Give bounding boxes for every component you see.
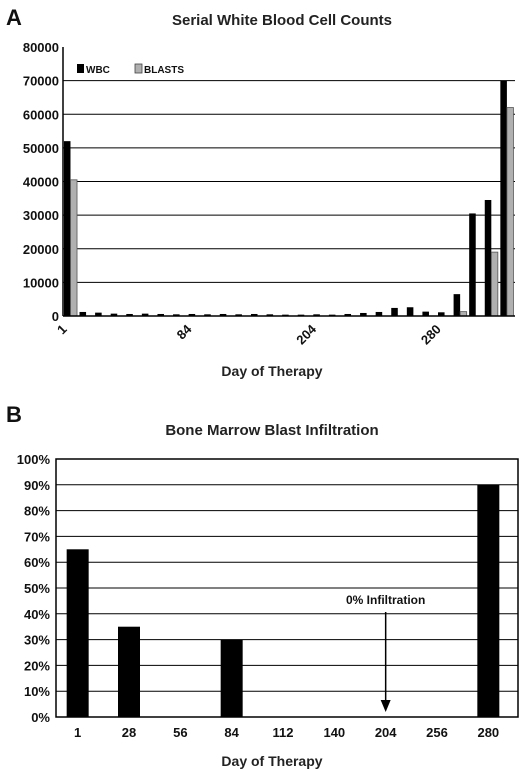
infiltration-bar	[477, 484, 500, 717]
panel-letter-b: B	[6, 402, 22, 427]
a-ytick-label: 80000	[23, 40, 59, 55]
legend-label-blasts: BLASTS	[144, 65, 184, 76]
panel-letter-a: A	[6, 5, 22, 30]
chart-a-xlabel: Day of Therapy	[221, 363, 322, 379]
chart-b-title: Bone Marrow Blast Infiltration	[165, 422, 378, 439]
b-xtick-label: 84	[224, 725, 239, 740]
a-xtick-label: 84	[174, 321, 195, 342]
b-ytick-label: 100%	[17, 452, 51, 467]
b-ytick-label: 60%	[24, 555, 50, 570]
infiltration-bar	[220, 639, 243, 717]
wbc-bar	[95, 312, 102, 316]
a-ytick-label: 50000	[23, 141, 59, 156]
b-xtick-label: 204	[375, 725, 397, 740]
a-ytick-label: 70000	[23, 74, 59, 89]
a-ytick-label: 60000	[23, 107, 59, 122]
legend-swatch-blasts	[134, 63, 143, 74]
chart-b-xlabel: Day of Therapy	[221, 753, 322, 769]
b-ytick-label: 0%	[31, 710, 50, 725]
blasts-bar	[70, 179, 78, 317]
a-ytick-label: 30000	[23, 208, 59, 223]
legend-swatch-wbc	[77, 64, 84, 73]
wbc-bar	[219, 313, 227, 316]
wbc-bar	[157, 313, 164, 316]
wbc-bar	[110, 313, 118, 316]
wbc-bar	[406, 307, 414, 316]
b-ytick-label: 50%	[24, 581, 50, 596]
a-xtick-label: 1	[54, 322, 70, 338]
b-ytick-label: 20%	[24, 658, 50, 673]
annotation-text: 0% Infiltration	[346, 593, 425, 607]
b-ytick-label: 40%	[24, 607, 50, 622]
b-ytick-label: 80%	[24, 504, 50, 519]
b-xtick-label: 28	[122, 725, 136, 740]
a-xtick-label: 280	[418, 322, 444, 348]
wbc-bar	[391, 307, 398, 316]
wbc-bar	[422, 311, 429, 316]
wbc-bar	[500, 80, 507, 316]
a-ytick-label: 20000	[23, 242, 59, 257]
wbc-bar	[204, 314, 211, 316]
b-xtick-label: 140	[323, 725, 345, 740]
b-xtick-label: 56	[173, 725, 187, 740]
wbc-bar	[313, 314, 320, 316]
wbc-bar	[141, 313, 149, 316]
infiltration-bar	[118, 626, 140, 717]
b-xtick-label: 112	[273, 725, 294, 740]
wbc-bar	[250, 313, 258, 316]
b-ytick-label: 30%	[24, 633, 50, 648]
wbc-bar	[266, 314, 274, 316]
chart-a-title: Serial White Blood Cell Counts	[172, 12, 392, 29]
wbc-bar	[173, 314, 180, 316]
a-xtick-label: 204	[293, 321, 319, 347]
wbc-bar	[126, 313, 133, 316]
infiltration-bar	[66, 549, 89, 717]
wbc-bar	[63, 141, 71, 316]
wbc-bar	[438, 312, 445, 316]
legend-label-wbc: WBC	[86, 65, 110, 76]
b-xtick-label: 256	[426, 725, 448, 740]
wbc-bar	[469, 213, 476, 316]
b-ytick-label: 10%	[24, 684, 50, 699]
blasts-bar	[490, 251, 499, 317]
wbc-bar	[79, 311, 87, 316]
wbc-bar	[235, 314, 242, 316]
a-ytick-label: 0	[52, 309, 59, 324]
b-xtick-label: 280	[477, 725, 499, 740]
wbc-bar	[375, 311, 383, 316]
wbc-bar	[453, 294, 461, 316]
b-plot-frame	[55, 458, 519, 718]
b-xtick-label: 1	[74, 725, 81, 740]
b-ytick-label: 90%	[24, 478, 50, 493]
a-ytick-label: 40000	[23, 175, 59, 190]
wbc-bar	[484, 199, 492, 316]
b-ytick-label: 70%	[24, 529, 50, 544]
a-ytick-label: 10000	[23, 275, 59, 290]
wbc-bar	[344, 313, 352, 316]
annotation-arrow-head	[380, 700, 391, 712]
blasts-bar	[506, 107, 514, 317]
wbc-bar	[360, 312, 367, 316]
wbc-bar	[188, 313, 196, 316]
